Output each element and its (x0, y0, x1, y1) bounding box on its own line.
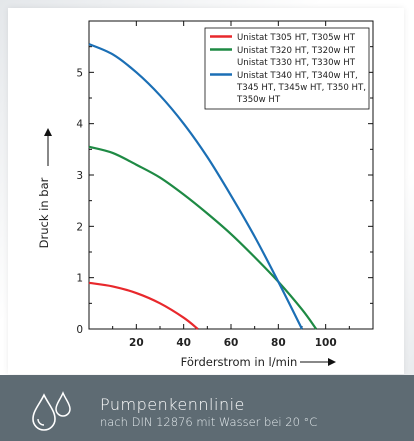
y-tick-label: 4 (76, 119, 83, 131)
y-tick-label: 0 (76, 324, 83, 336)
x-tick-label: 60 (224, 337, 239, 349)
water-drops-icon (32, 391, 71, 431)
series-line-1 (88, 281, 199, 330)
caption-title: Pumpenkennlinie (100, 395, 245, 414)
x-tick-label: 80 (271, 337, 286, 349)
caption-bar: Pumpenkennlinie nach DIN 12876 mit Wasse… (0, 375, 414, 441)
legend-label: T345 HT, T345w HT, T350 HT, (236, 83, 366, 93)
caption-subtitle: nach DIN 12876 mit Wasser bei 20 °C (100, 415, 318, 429)
x-tick-label: 100 (315, 337, 337, 349)
axis-ticks: 0 1 2 3 4 5 20 40 60 80 100 (76, 21, 373, 349)
y-tick-label: 3 (76, 170, 83, 182)
legend-label: Unistat T330 HT, T330w HT (237, 58, 356, 68)
x-axis-label: Förderstrom in l/min (181, 355, 298, 369)
y-axis-label: Druck in bar (37, 177, 51, 248)
x-tick-label: 40 (176, 337, 191, 349)
series-line-3 (88, 43, 303, 330)
chart-card: 0 1 2 3 4 5 20 40 60 80 100 Unistat T305 HT, T305w… (8, 8, 404, 374)
legend: Unistat T305 HT, T305w HT Unistat T320 HT… (204, 27, 370, 110)
y-tick-label: 2 (76, 221, 83, 233)
y-tick-label: 1 (76, 273, 83, 285)
legend-label: Unistat T320 HT, T320w HT (237, 46, 356, 56)
y-tick-label: 5 (76, 67, 83, 79)
x-tick-label: 20 (129, 337, 144, 349)
series-lines (88, 43, 318, 330)
x-axis-arrowhead (328, 358, 336, 366)
axis-arrows (44, 128, 336, 366)
legend-label: Unistat T305 HT, T305w HT (237, 33, 356, 43)
pump-curve-chart: 0 1 2 3 4 5 20 40 60 80 100 Unistat T305 HT, T305w… (37, 20, 374, 369)
legend-label: Unistat T340 HT, T340w HT, (237, 71, 358, 81)
series-line-2 (88, 145, 318, 330)
legend-box (204, 27, 370, 110)
y-axis-arrowhead (44, 128, 52, 136)
legend-label: T350w HT (236, 95, 281, 105)
